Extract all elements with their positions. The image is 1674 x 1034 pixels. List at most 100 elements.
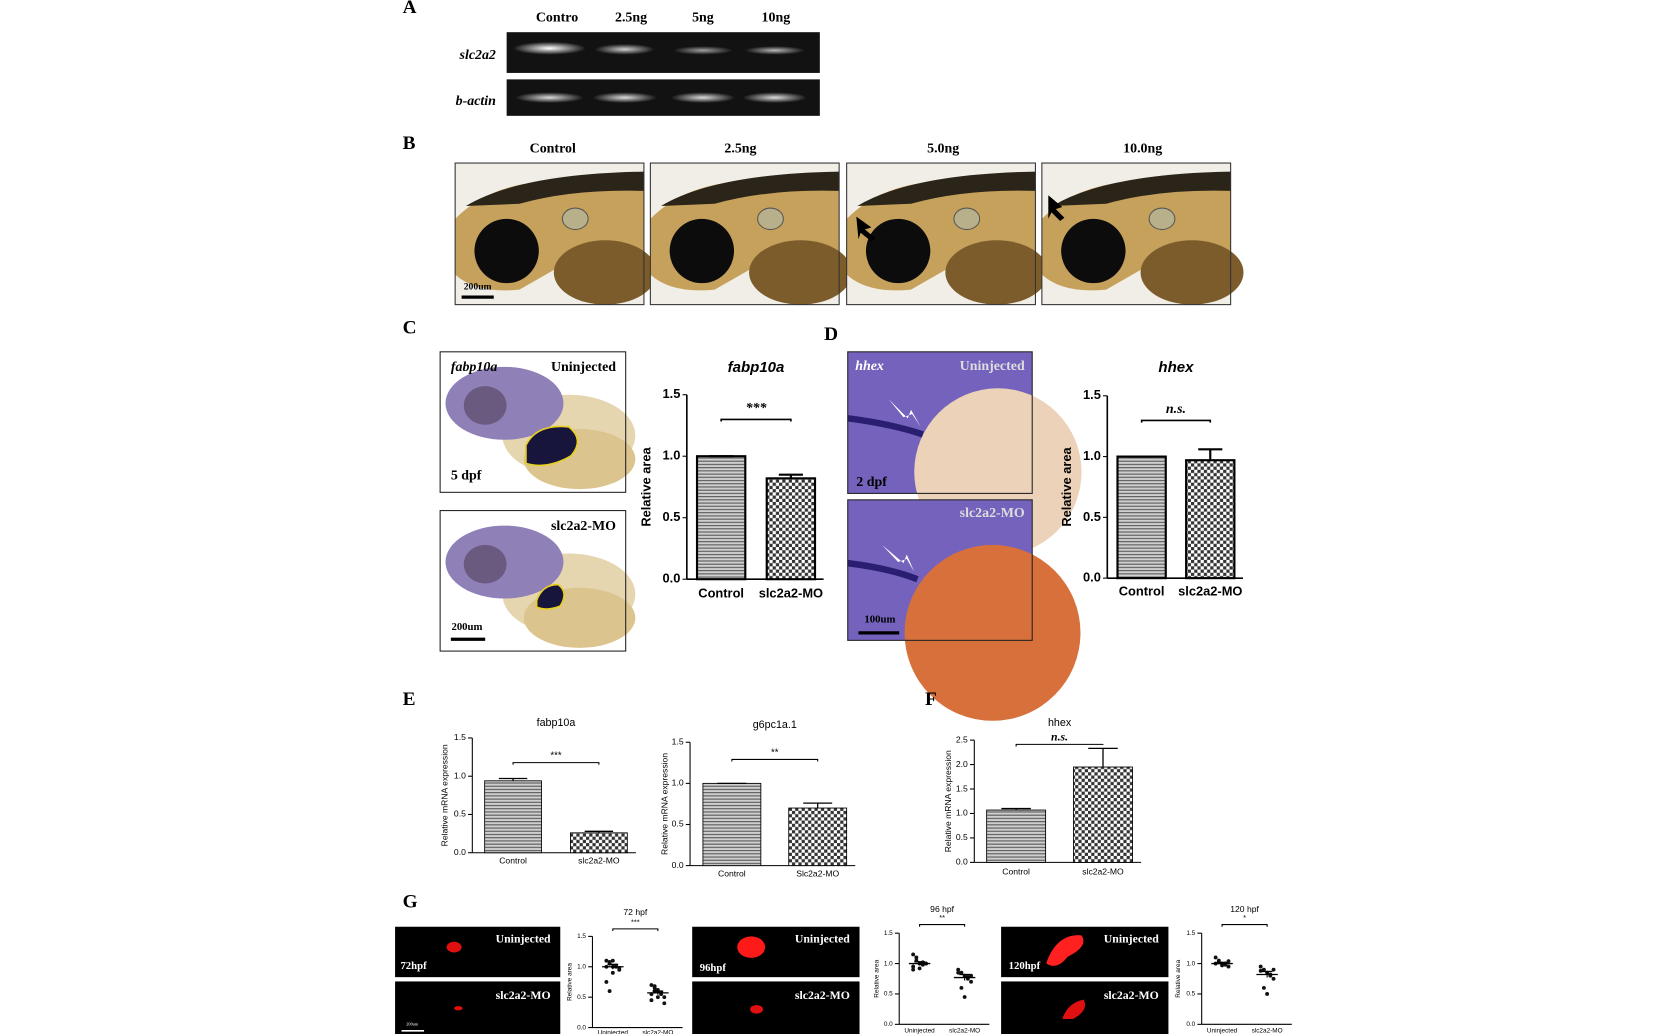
data-point <box>1258 964 1263 969</box>
y-axis-label: Relative mRNA expression <box>943 750 953 852</box>
y-tick-label: 0.5 <box>1083 509 1101 524</box>
panel-label: B <box>403 133 416 154</box>
panel-label: C <box>403 318 417 339</box>
fluorescence-images <box>395 926 1169 1034</box>
significance-label: *** <box>550 751 562 762</box>
data-point <box>959 985 964 990</box>
data-point <box>956 970 961 975</box>
scale-label: 200um <box>464 282 492 293</box>
scale-label: 200um <box>451 621 482 633</box>
y-tick-label: 1.5 <box>454 732 466 742</box>
significance-bracket <box>1140 419 1212 423</box>
data-point <box>911 964 916 969</box>
y-tick-label: 0.0 <box>577 1024 586 1031</box>
data-point <box>1220 963 1224 968</box>
gene-label: slc2a2 <box>459 48 496 63</box>
x-tick-label: Control <box>1119 583 1165 598</box>
chart-title: hhex <box>1158 359 1194 376</box>
chart-title: fabp10a <box>537 717 576 729</box>
stage-label: 72hpf <box>400 960 427 972</box>
y-tick-label: 1.0 <box>454 770 466 780</box>
ish-images <box>847 351 1082 721</box>
y-tick-label: 1.5 <box>956 783 968 793</box>
group-label: Uninjected <box>1104 931 1159 945</box>
chart-title: g6pc1a.1 <box>753 719 797 731</box>
stage-label: 2 dpf <box>856 475 887 490</box>
scale-label: 100um <box>864 613 895 625</box>
panel-label: F <box>925 689 937 710</box>
group-label: Uninjected <box>795 931 850 945</box>
lane-label: 2.5ng <box>615 10 647 25</box>
gene-label: b-actin <box>456 94 497 109</box>
data-point <box>1226 959 1231 964</box>
bar <box>484 780 542 854</box>
bar <box>695 455 747 581</box>
y-tick-label: 1.5 <box>672 737 684 747</box>
gene-label: hhex <box>855 359 884 374</box>
data-point <box>969 973 974 978</box>
y-axis-label: Relative mRNA expression <box>660 753 670 855</box>
x-tick-label: Control <box>499 856 527 866</box>
y-tick-label: 1.5 <box>663 386 681 401</box>
data-point <box>911 952 916 957</box>
data-point <box>649 998 654 1003</box>
x-tick-label: slc2a2-MO <box>1252 1027 1283 1034</box>
gene-label: fabp10a <box>451 360 497 375</box>
group-label: slc2a2-MO <box>496 988 551 1002</box>
significance-bracket <box>512 762 600 765</box>
group-label: slc2a2-MO <box>795 988 850 1002</box>
y-tick-label: 1.5 <box>577 933 586 940</box>
dose-label: 2.5ng <box>724 141 756 156</box>
data-point <box>969 979 974 984</box>
data-point <box>1261 985 1266 990</box>
y-tick-label: 1.0 <box>884 960 893 967</box>
y-tick-label: 0.0 <box>1083 570 1101 585</box>
dose-label: 10.0ng <box>1123 141 1162 156</box>
y-tick-label: 1.0 <box>1186 960 1195 967</box>
group-label: slc2a2-MO <box>551 519 616 534</box>
y-tick-label: 1.5 <box>884 930 893 937</box>
chart-title: 96 hpf <box>930 904 954 914</box>
x-tick-label: Uninjected <box>1207 1027 1238 1034</box>
panel-label: G <box>403 892 418 913</box>
group-label: Uninjected <box>496 931 551 945</box>
significance-bracket <box>919 924 966 927</box>
data-point <box>911 967 916 972</box>
y-tick-label: 0.5 <box>672 819 684 829</box>
data-point <box>604 980 609 984</box>
group-label: Uninjected <box>960 359 1025 374</box>
significance-bracket <box>731 758 819 762</box>
dose-label: Control <box>530 141 576 156</box>
data-point <box>607 989 612 994</box>
bar <box>1073 766 1133 863</box>
y-tick-label: 0.0 <box>884 1021 893 1028</box>
y-tick-label: 0.5 <box>454 809 466 819</box>
lane-label: 10ng <box>762 10 791 25</box>
data-point <box>1271 976 1276 981</box>
significance-label: ** <box>771 748 779 759</box>
gel <box>506 32 820 116</box>
data-point <box>652 984 657 989</box>
y-tick-label: 1.5 <box>1186 930 1195 937</box>
y-tick-label: 0.0 <box>454 847 466 857</box>
significance-label: * <box>1243 913 1246 922</box>
x-tick-label: Control <box>718 868 746 878</box>
stage-label: 96hpf <box>700 962 727 974</box>
y-tick-label: 0.5 <box>663 509 681 524</box>
y-tick-label: 0.0 <box>956 857 968 867</box>
chart-title: fabp10a <box>728 359 785 376</box>
bar <box>1116 455 1167 580</box>
x-tick-label: Slc2a2-MO <box>796 868 839 878</box>
y-tick-label: 1.0 <box>956 808 968 818</box>
x-tick-label: slc2a2-MO <box>1082 866 1124 876</box>
group-label: slc2a2-MO <box>1104 988 1159 1002</box>
scale-label: 200um <box>406 1021 419 1026</box>
significance-label: n.s. <box>1051 730 1068 744</box>
larva-images <box>454 162 1245 306</box>
significance-bracket <box>1015 743 1104 747</box>
y-axis-label: Relative area <box>639 446 654 526</box>
y-tick-label: 1.0 <box>672 778 684 788</box>
data-point <box>1261 967 1266 972</box>
data-point <box>1265 992 1270 996</box>
